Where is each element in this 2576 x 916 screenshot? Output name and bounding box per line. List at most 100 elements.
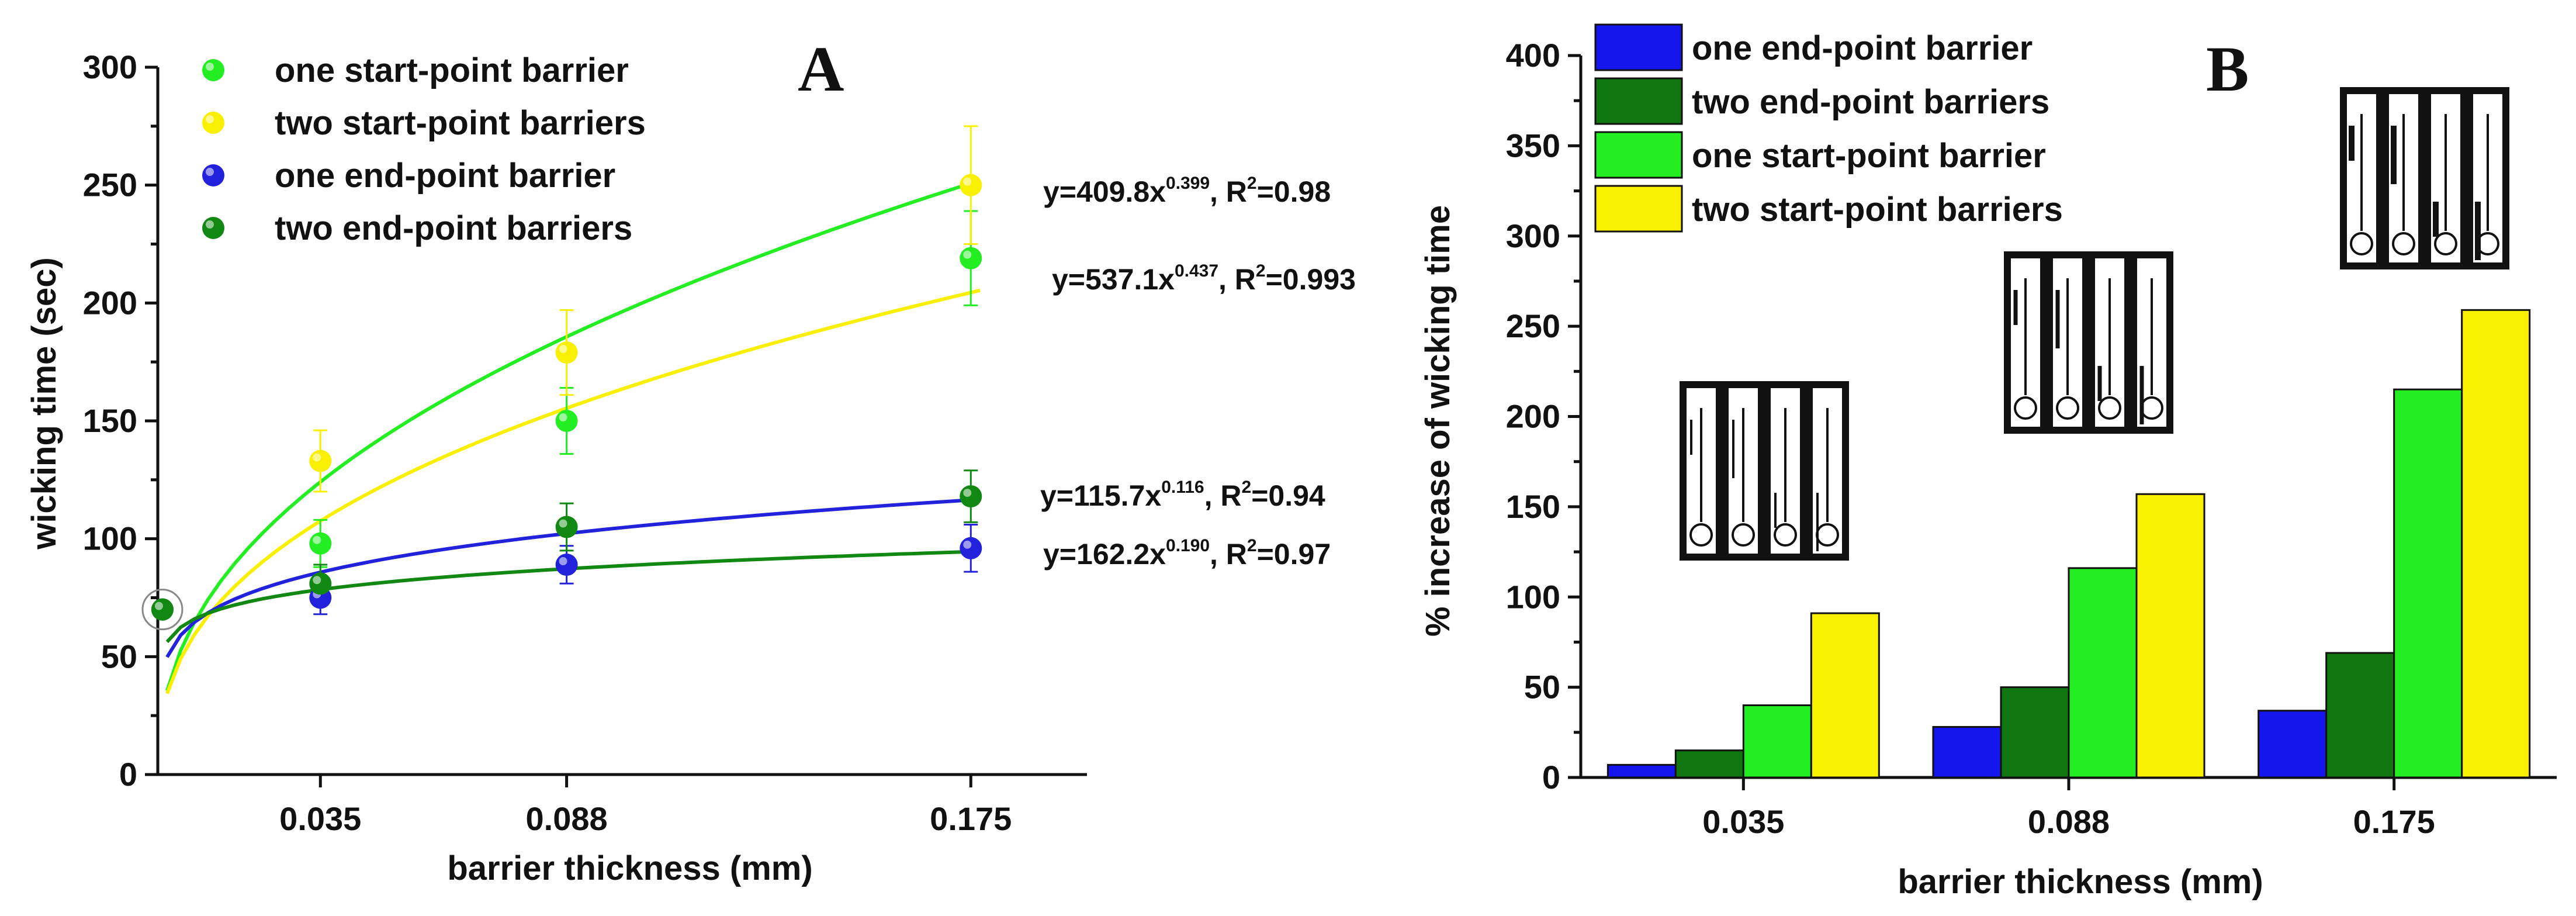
data-point [555, 341, 578, 364]
legend-marker-highlight [206, 63, 214, 71]
bar [1674, 749, 1744, 779]
bar [2258, 710, 2328, 779]
panel-b-y-tick-label: 200 [1506, 398, 1560, 435]
panel-a-y-tick-label: 250 [83, 167, 137, 203]
panel-b-y-tick-label: 100 [1506, 578, 1560, 615]
legend-marker [202, 59, 224, 81]
legend-swatch [1594, 131, 1683, 179]
data-point [960, 485, 982, 508]
panel-b-y-axis-title: % increase of wicking time [1419, 205, 1457, 637]
data-point-highlight [313, 576, 321, 585]
data-point-highlight [963, 177, 972, 186]
legend-label: one end-point barrier [1692, 29, 2033, 67]
panel-a-y-tick-label: 100 [83, 520, 137, 557]
strip-sample-zone-icon [1816, 523, 1839, 547]
data-point-highlight [154, 602, 163, 610]
panel-a-x-axis-title: barrier thickness (mm) [447, 849, 812, 887]
data-point [151, 598, 174, 621]
panel-b-bars [1606, 309, 2531, 779]
legend-marker [202, 112, 224, 134]
bar [2000, 686, 2070, 779]
bar [2461, 309, 2531, 779]
data-point [309, 450, 332, 472]
legend-swatch [1594, 23, 1683, 71]
strip-sample-zone-icon [2434, 232, 2457, 255]
panel-a-y-tick-label: 150 [83, 402, 137, 439]
data-point [960, 247, 982, 269]
fit-curve-1 [165, 178, 981, 692]
bar [1810, 612, 1880, 779]
strip-sample-zone-icon [2140, 396, 2163, 420]
panel-b-y-tick-label: 300 [1506, 217, 1560, 254]
panel-b-x-tick-label: 0.035 [1702, 803, 1784, 840]
data-point-highlight [559, 519, 567, 528]
legend-label: two end-point barriers [1692, 83, 2049, 121]
panel-b-label: B [2206, 33, 2249, 105]
panel-a-error-bars [155, 125, 978, 618]
panel-a-x-tick-label: 0.088 [526, 800, 608, 837]
panel-a-y-tick-label: 300 [83, 49, 137, 85]
strip-sample-zone-icon [2098, 396, 2121, 420]
data-point-highlight [559, 345, 567, 354]
bar [2393, 388, 2463, 779]
bar [2325, 652, 2395, 779]
legend-marker [202, 164, 224, 186]
panel-b-y-tick-label: 50 [1524, 669, 1560, 706]
panel-b-y-tick-label: 400 [1506, 37, 1560, 74]
panel-a-y-tick-label: 50 [101, 638, 137, 675]
legend-label: one start-point barrier [1692, 137, 2046, 175]
data-point [555, 410, 578, 432]
fit-curve-2 [165, 288, 981, 694]
data-point-highlight [313, 453, 321, 462]
panel-b-axes: 0 50 100 150 200 250 300 350 400 0.035 0.088 0.175 [1506, 37, 2557, 840]
bar [1606, 763, 1677, 779]
fit-equation-3: y=162.2x0.190, R2=0.97 [1043, 536, 1331, 571]
fit-equation-1: y=537.1x0.437, R2=0.993 [1052, 261, 1356, 296]
panel-b-x-axis-title: barrier thickness (mm) [1898, 863, 2263, 901]
data-point [555, 516, 578, 538]
strip-sample-zone-icon [2350, 232, 2373, 255]
fit-equation-4: y=115.7x0.116, R2=0.94 [1040, 478, 1325, 512]
data-point [960, 174, 982, 196]
data-point [309, 572, 332, 595]
data-point [960, 537, 982, 559]
legend-swatch [1594, 185, 1683, 233]
panel-a-y-tick-label: 0 [119, 756, 137, 793]
data-point-highlight [963, 250, 972, 259]
panel-a-axes: 0 50 100 150 200 250 300 0.035 0.088 0.175 [83, 49, 1087, 837]
panel-a: 0 50 100 150 200 250 300 0.035 0.088 0.175 y=537.… [25, 33, 1356, 887]
data-point [309, 532, 332, 555]
panel-a-origin-highlight [141, 589, 183, 631]
strip-sample-zone-icon [1689, 523, 1713, 547]
bar [2135, 493, 2205, 779]
panel-a-legend: one start-point barrier two start-point b… [202, 51, 646, 247]
strip-sample-zone-icon [1774, 523, 1797, 547]
legend-label: one end-point barrier [275, 157, 615, 195]
panel-a-y-axis-title: wicking time (sec) [25, 257, 63, 550]
panel-a-points [151, 174, 982, 621]
data-point-highlight [963, 540, 972, 549]
legend-swatch [1594, 77, 1683, 125]
panel-a-x-tick-label: 0.175 [930, 800, 1012, 837]
legend-label: two start-point barriers [275, 104, 646, 142]
panel-a-x-tick-label: 0.035 [279, 800, 361, 837]
panel-b-y-tick-label: 150 [1506, 488, 1560, 525]
panel-b-x-tick-label: 0.088 [2028, 803, 2110, 840]
legend-marker-highlight [206, 115, 214, 123]
bar [2068, 567, 2138, 779]
panel-a-label: A [798, 33, 844, 105]
legend-marker-highlight [206, 168, 214, 176]
panel-a-fit-curves [165, 178, 981, 694]
panel-b-x-tick-label: 0.175 [2353, 803, 2435, 840]
data-point-highlight [963, 489, 972, 497]
data-point-highlight [559, 557, 567, 566]
legend-label: two start-point barriers [1692, 191, 2063, 229]
data-point-highlight [313, 535, 321, 544]
strip-sample-zone-icon [1732, 523, 1755, 547]
panel-a-equations: y=537.1x0.437, R2=0.993 y=409.8x0.399, R2… [1040, 174, 1356, 571]
panel-b-y-tick-label: 350 [1506, 127, 1560, 164]
bar [1742, 704, 1812, 779]
panel-b-legend: one end-point barrier two end-point barri… [1594, 23, 2063, 233]
